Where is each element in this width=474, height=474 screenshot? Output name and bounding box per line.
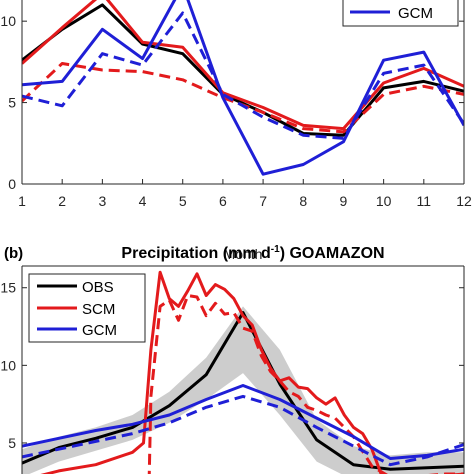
panel-b-y-tick-label: 5 [8,435,16,451]
panel-b-y-tick-label: 15 [0,280,16,296]
panel-b: (b) Precipitation (mm d-1) GOAMAZON 5 10 1… [0,244,465,474]
panel-a-legend-gcm-label: GCM [398,5,433,22]
panel-b-title-main: Precipitation (mm d [121,245,270,262]
panel-a-series-scm-solid-line [22,0,464,131]
panel-b-series-scm-dashed-line [147,294,464,474]
panel-b-spread-band-area [22,306,464,474]
panel-a-x-axis-label: Month [224,246,263,262]
panel-b-title-superscript: -1 [271,244,280,255]
panel-b-y-tick-label: 10 [0,357,16,373]
panel-b-title: Precipitation (mm d-1) GOAMAZON [121,244,384,262]
panel-a-series-gcm-solid-line [22,0,464,176]
panel-a-x-tick-label: 11 [417,193,432,209]
panel-a-lines [22,0,464,176]
panel-b-title-suffix: ) GOAMAZON [280,245,385,262]
panel-a-legend: GCM [342,0,459,27]
panel-a-x-tick-label: 5 [179,193,187,209]
panel-b-series-gcm-solid-line [22,384,464,460]
panel-a-y-tick-label: 5 [8,95,16,111]
panel-a-x-tick-label: 4 [139,193,147,209]
panel-a-x-tick-label: 9 [340,193,348,209]
panel-b-label: (b) [4,245,23,262]
panel-a-x-tick-label: 8 [299,193,307,209]
panel-b-legend: OBS SCM GCM [28,273,146,343]
panel-a-x-tick-label: 7 [259,193,267,209]
panel-a-x-tick-label: 3 [98,193,106,209]
panel-b-legend-gcm-label: GCM [82,322,117,339]
panel-b-spread-band [22,306,464,474]
panel-a-series-obs-solid-line [22,3,464,137]
panel-b-series-scm-solid-line [40,270,464,474]
panel-b-lines [22,270,464,474]
panel-a-x-tick-label: 2 [58,193,66,209]
panel-a-x-tick-label: 10 [376,193,392,209]
panel-a-x-tick-label: 1 [18,193,26,209]
panel-a-y-tick-label: 0 [8,176,16,192]
panel-a-y-tick-label: 10 [0,13,16,29]
panel-b-legend-scm-label: SCM [82,301,115,318]
panel-b-legend-obs-label: OBS [82,279,114,296]
panel-b-series-gcm-dashed-line [22,394,464,467]
panel-b-ticks: 5 10 15 [0,280,464,451]
panel-a-x-tick-label: 6 [219,193,227,209]
panel-a-series-gcm-dashed-line [22,11,464,140]
panel-a-series-scm-dashed-line [22,62,464,134]
panel-a-x-tick-label: 12 [456,193,472,209]
